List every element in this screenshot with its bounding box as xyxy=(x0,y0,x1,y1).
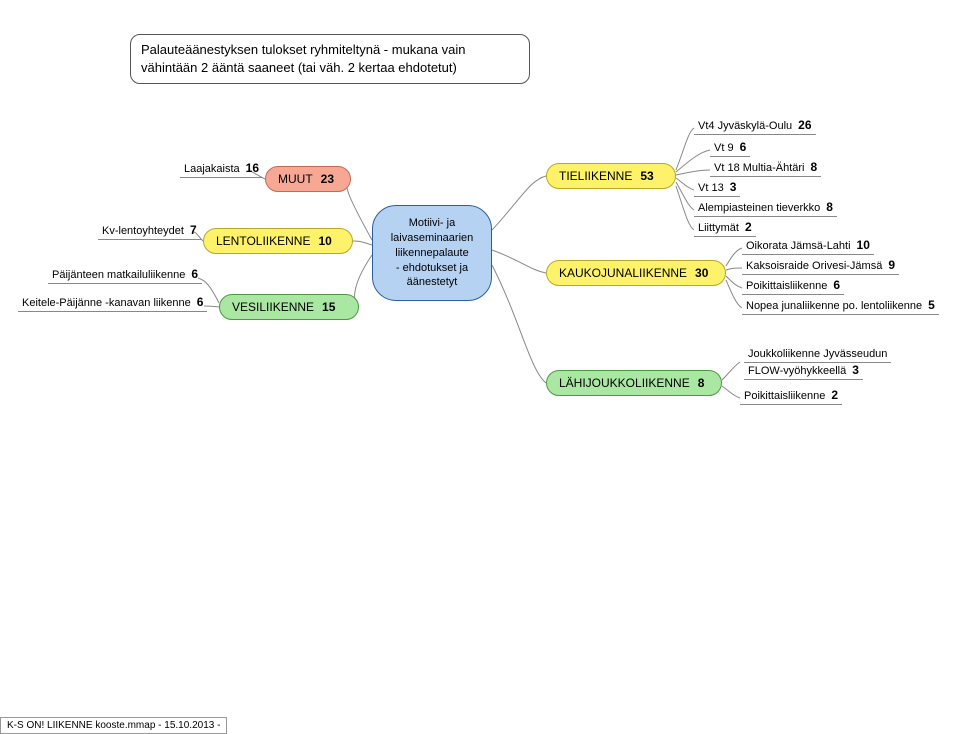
center-line: äänestetyt xyxy=(387,275,477,290)
leaf-vesi-0: Päijänteen matkailuliikenne 6 xyxy=(48,267,202,284)
center-line: laivaseminaarien xyxy=(387,231,477,246)
branch-label: MUUT xyxy=(278,172,313,186)
branch-count: 53 xyxy=(640,169,653,183)
branch-label: LÄHIJOUKKOLIIKENNE xyxy=(559,376,690,390)
branch-count: 15 xyxy=(322,300,335,314)
leaf-label: Keitele-Päijänne -kanavan liikenne xyxy=(22,297,191,309)
edge xyxy=(726,280,742,308)
leaf-tie-2: Vt 18 Multia-Ähtäri 8 xyxy=(710,160,821,177)
leaf-count: 8 xyxy=(826,200,833,214)
leaf-tie-5: Liittymät 2 xyxy=(694,220,756,237)
leaf-label: Oikorata Jämsä-Lahti xyxy=(746,240,851,252)
center-line: liikennepalaute xyxy=(387,246,477,261)
center-node: Motiivi- jalaivaseminaarienliikennepalau… xyxy=(372,205,492,301)
center-line: Motiivi- ja xyxy=(387,216,477,231)
leaf-label: Joukkoliikenne Jyvässeudun xyxy=(748,348,887,360)
branch-count: 30 xyxy=(695,266,708,280)
edge xyxy=(492,265,546,383)
branch-label: LENTOLIIKENNE xyxy=(216,234,310,248)
leaf-tie-0: Vt4 Jyväskylä-Oulu 26 xyxy=(694,118,816,135)
title-line: Palauteäänestyksen tulokset ryhmiteltynä… xyxy=(141,41,519,59)
branch-kauko: KAUKOJUNALIIKENNE 30 xyxy=(546,260,726,286)
leaf-count: 8 xyxy=(810,160,817,174)
edge xyxy=(722,362,740,380)
branch-label: VESILIIKENNE xyxy=(232,300,314,314)
edge xyxy=(347,179,372,240)
edge xyxy=(676,170,710,175)
leaf-label: Vt 13 xyxy=(698,182,724,194)
edge xyxy=(492,176,546,230)
leaf-count: 9 xyxy=(888,258,895,272)
leaf-label: Poikittaisliikenne xyxy=(744,390,825,402)
leaf-lahi-0: Joukkoliikenne Jyvässeudun FLOW-vyöhykkee… xyxy=(740,348,960,382)
branch-vesi: VESILIIKENNE 15 xyxy=(219,294,359,320)
edge xyxy=(676,182,694,210)
branch-count: 8 xyxy=(698,376,705,390)
leaf-count: 3 xyxy=(852,363,859,377)
leaf-label: Alempiasteinen tieverkko xyxy=(698,202,820,214)
edge xyxy=(722,386,740,398)
branch-label: TIELIIKENNE xyxy=(559,169,632,183)
edge xyxy=(355,255,372,307)
leaf-tie-4: Alempiasteinen tieverkko 8 xyxy=(694,200,837,217)
leaf-count: 16 xyxy=(246,161,259,175)
leaf-count: 2 xyxy=(745,220,752,234)
edge xyxy=(676,150,710,172)
leaf-vesi-1: Keitele-Päijänne -kanavan liikenne 6 xyxy=(18,295,207,312)
leaf-count: 10 xyxy=(857,238,870,252)
branch-lahi: LÄHIJOUKKOLIIKENNE 8 xyxy=(546,370,722,396)
leaf-label: Nopea junaliikenne po. lentoliikenne xyxy=(746,300,922,312)
leaf-tie-1: Vt 9 6 xyxy=(710,140,750,157)
leaf-lahi-1: Poikittaisliikenne 2 xyxy=(740,388,842,405)
edge xyxy=(676,178,694,190)
branch-count: 23 xyxy=(321,172,334,186)
branch-count: 10 xyxy=(318,234,331,248)
branch-tie: TIELIIKENNE 53 xyxy=(546,163,676,189)
branch-lento: LENTOLIIKENNE 10 xyxy=(203,228,353,254)
leaf-count: 6 xyxy=(740,140,747,154)
center-line: - ehdotukset ja xyxy=(387,261,477,276)
edge xyxy=(726,268,742,270)
leaf-count: 6 xyxy=(197,295,204,309)
leaf-count: 5 xyxy=(928,298,935,312)
leaf-count: 7 xyxy=(190,223,197,237)
leaf-label: Poikittaisliikenne xyxy=(746,280,827,292)
leaf-muut-0: Laajakaista 16 xyxy=(180,161,263,178)
footer-filename: K-S ON! LIIKENNE kooste.mmap - 15.10.201… xyxy=(0,717,227,734)
branch-label: KAUKOJUNALIIKENNE xyxy=(559,266,687,280)
edge xyxy=(353,241,372,245)
leaf-label: Kv-lentoyhteydet xyxy=(102,225,184,237)
leaf-count: 26 xyxy=(798,118,811,132)
leaf-kauko-1: Kaksoisraide Orivesi-Jämsä 9 xyxy=(742,258,899,275)
leaf-label: Liittymät xyxy=(698,222,739,234)
title-box: Palauteäänestyksen tulokset ryhmiteltynä… xyxy=(130,34,530,84)
leaf-tie-3: Vt 13 3 xyxy=(694,180,740,197)
leaf-count: 2 xyxy=(831,388,838,402)
leaf-lento-0: Kv-lentoyhteydet 7 xyxy=(98,223,201,240)
leaf-label: Vt 9 xyxy=(714,142,734,154)
edge xyxy=(726,248,742,266)
leaf-count: 6 xyxy=(833,278,840,292)
leaf-label: Päijänteen matkailuliikenne xyxy=(52,269,185,281)
branch-muut: MUUT 23 xyxy=(265,166,351,192)
leaf-kauko-2: Poikittaisliikenne 6 xyxy=(742,278,844,295)
leaf-kauko-0: Oikorata Jämsä-Lahti 10 xyxy=(742,238,874,255)
leaf-kauko-3: Nopea junaliikenne po. lentoliikenne 5 xyxy=(742,298,939,315)
edge xyxy=(676,186,694,230)
leaf-label: Laajakaista xyxy=(184,163,240,175)
edge xyxy=(726,276,742,288)
leaf-label: Vt 18 Multia-Ähtäri xyxy=(714,162,804,174)
leaf-count: 3 xyxy=(730,180,737,194)
edge xyxy=(492,250,546,273)
leaf-label: Kaksoisraide Orivesi-Jämsä xyxy=(746,260,882,272)
leaf-count: 6 xyxy=(191,267,198,281)
leaf-label: Vt4 Jyväskylä-Oulu xyxy=(698,120,792,132)
leaf-label2: FLOW-vyöhykkeellä xyxy=(748,365,846,377)
title-line: vähintään 2 ääntä saaneet (tai väh. 2 ke… xyxy=(141,59,519,77)
edge xyxy=(676,128,694,170)
